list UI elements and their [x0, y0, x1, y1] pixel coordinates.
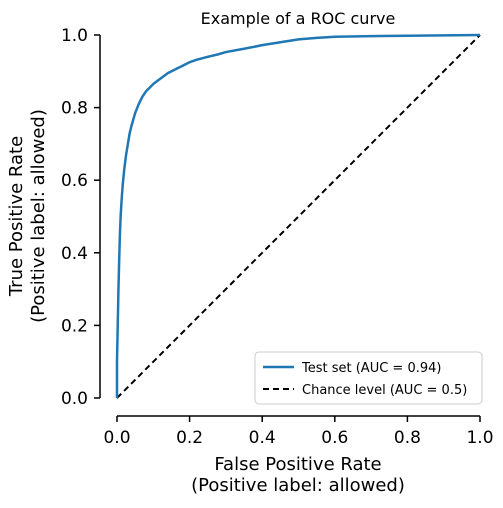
x-axis-label-line-2: (Positive label: allowed)	[191, 475, 405, 496]
y-tick-label: 0.4	[61, 244, 88, 264]
chart-title: Example of a ROC curve	[201, 9, 396, 28]
series-line-chance-level	[116, 34, 481, 399]
x-tick-label: 0.2	[176, 428, 203, 448]
y-tick-label: 0.2	[61, 316, 88, 336]
x-tick-label: 0.8	[394, 428, 421, 448]
series-line-test-set	[115, 33, 481, 398]
y-axis-label-line-1: True Positive Rate	[6, 136, 27, 297]
y-tick-label: 0.8	[61, 99, 88, 119]
legend-label-chance-level: Chance level (AUC = 0.5)	[302, 383, 467, 398]
y-tick-label: 0.0	[61, 389, 88, 409]
legend: Test set (AUC = 0.94) Chance level (AUC …	[254, 351, 483, 405]
x-tick-label: 1.0	[466, 428, 493, 448]
x-tick-label: 0.6	[321, 428, 348, 448]
x-axis-label-line-1: False Positive Rate	[214, 454, 381, 475]
x-tick-label: 0.4	[249, 428, 276, 448]
legend-label-test-set: Test set (AUC = 0.94)	[301, 361, 441, 376]
series-layer	[115, 33, 481, 399]
x-axis-ticks: 0.0 0.2 0.4 0.6 0.8 1.0	[103, 416, 494, 448]
y-tick-label: 0.6	[61, 171, 88, 191]
legend-box	[254, 351, 483, 405]
y-tick-label: 1.0	[61, 26, 88, 46]
y-axis-ticks: 0.0 0.2 0.4 0.6 0.8 1.0	[61, 26, 100, 409]
x-tick-label: 0.0	[103, 428, 130, 448]
y-axis-label-line-2: (Positive label: allowed)	[28, 109, 49, 323]
